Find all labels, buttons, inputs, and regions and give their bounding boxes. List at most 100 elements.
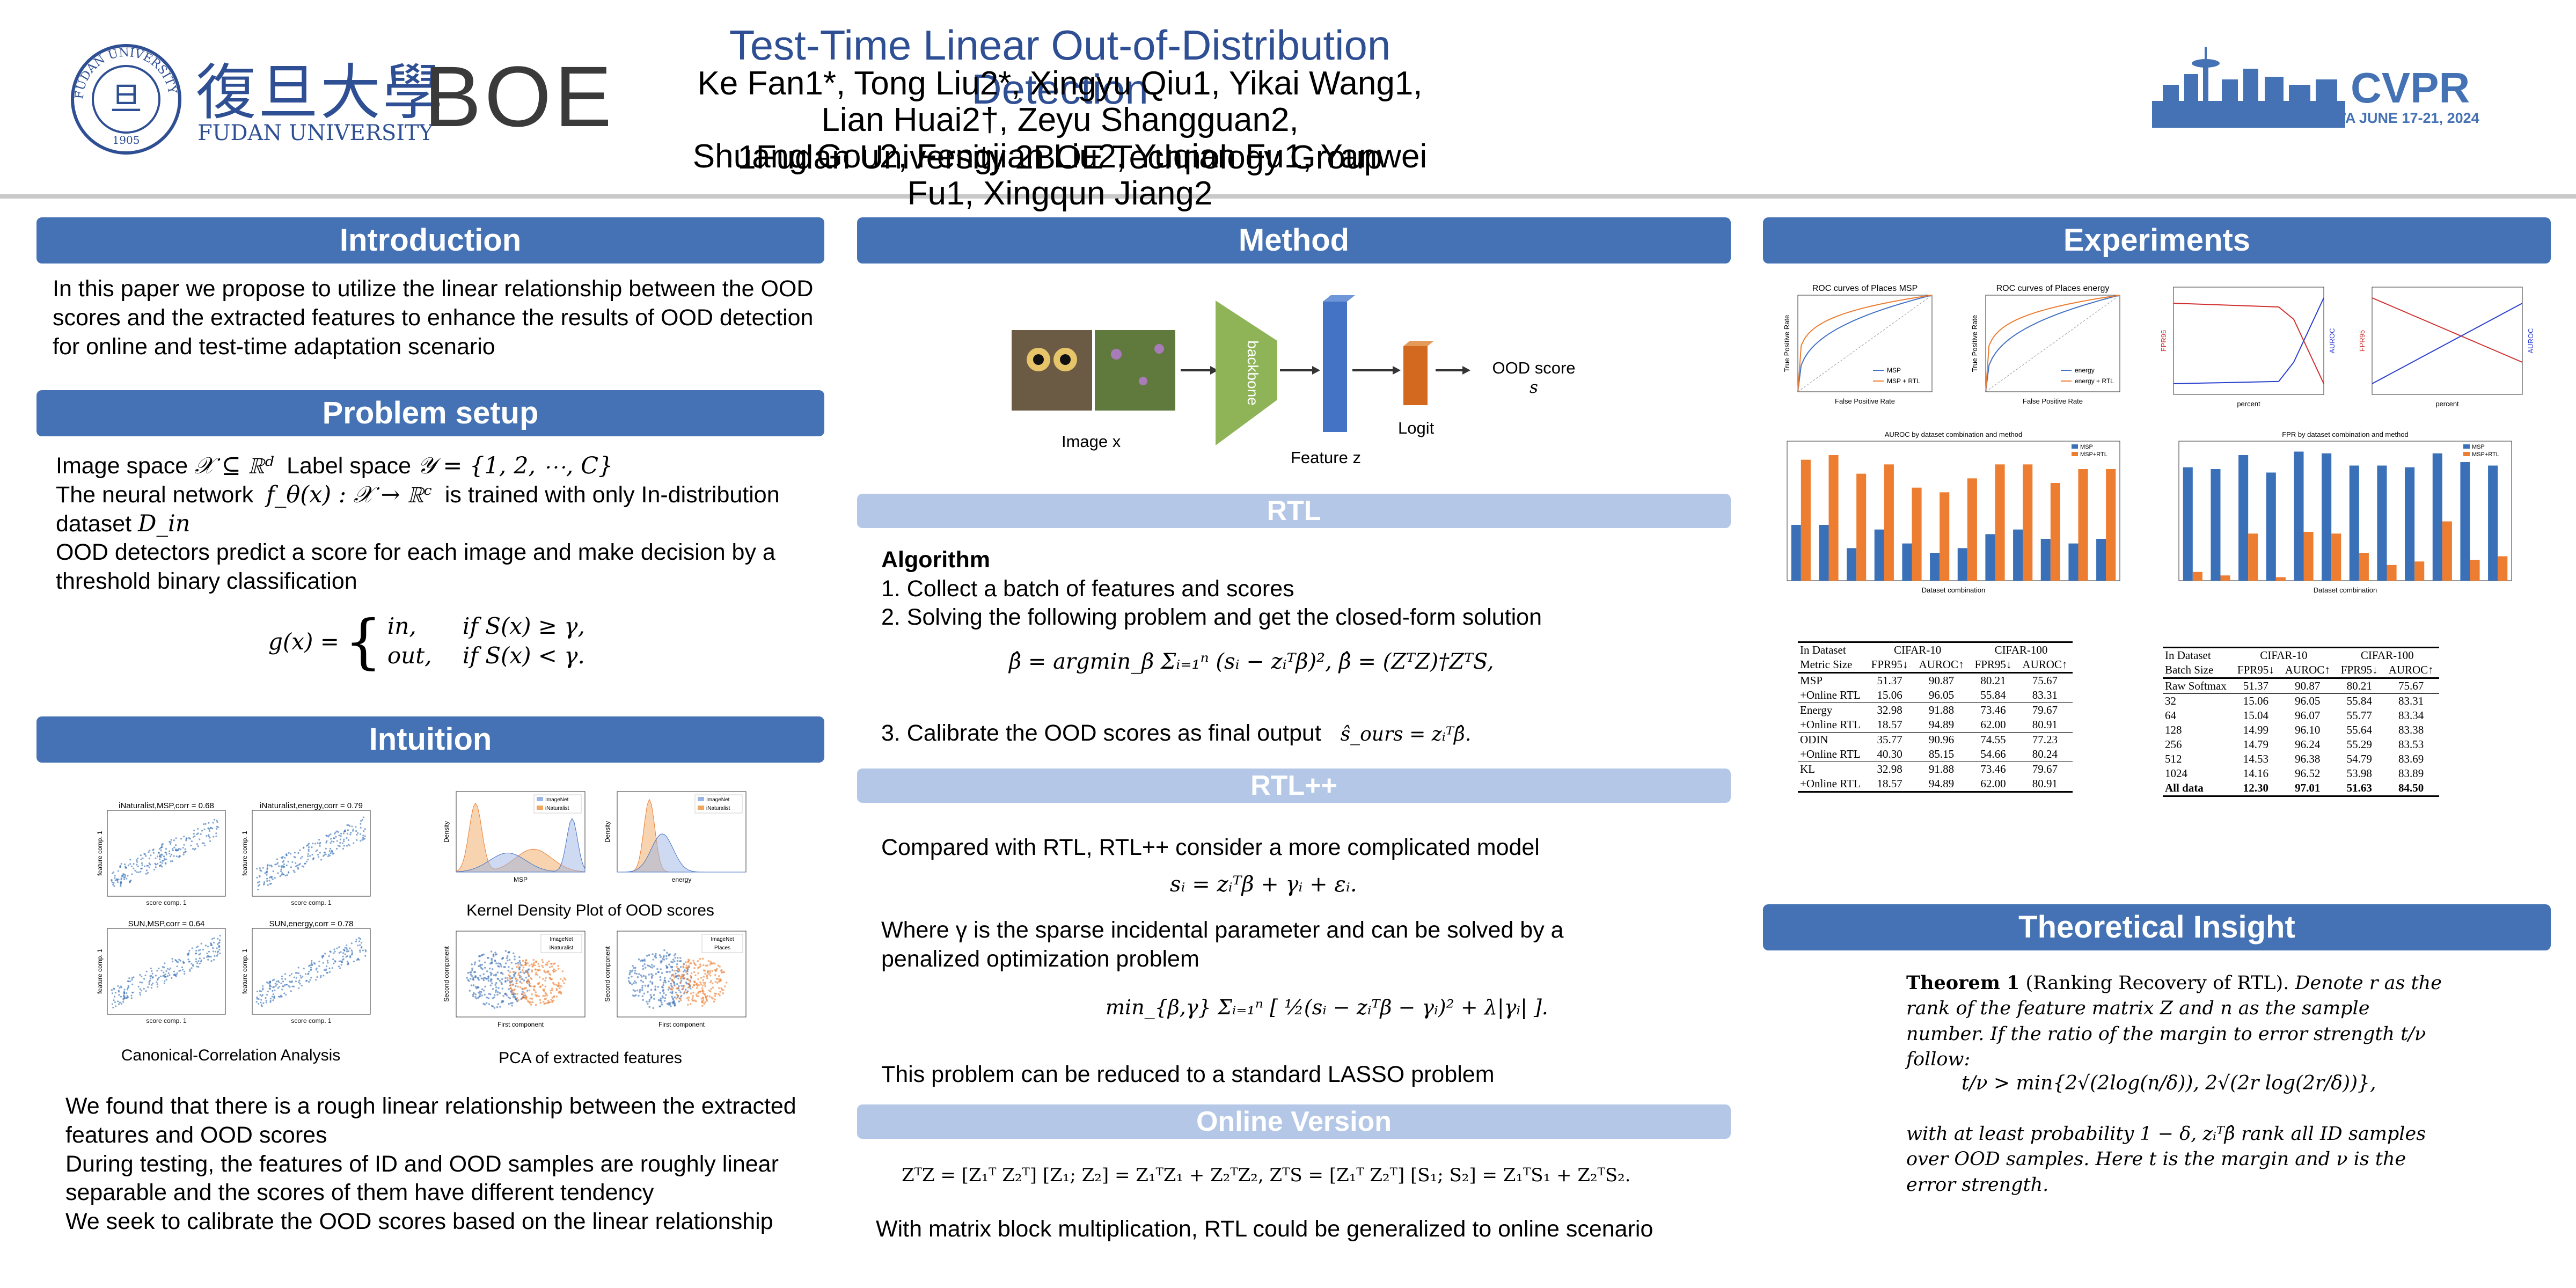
cca-point [120, 881, 122, 883]
pca-ood-point [714, 998, 716, 1001]
cca-point [190, 844, 192, 847]
pca-ood-point [677, 987, 679, 990]
kde-id-curve [617, 833, 746, 873]
pca-id-point [472, 978, 474, 980]
cca-point [307, 853, 309, 855]
cca-point [148, 866, 150, 869]
cca-point [216, 825, 218, 828]
feature-label: Feature z [1291, 448, 1361, 467]
cca-point [164, 976, 166, 978]
table-cell: 90.87 [1928, 674, 1955, 687]
pca-id-point [629, 970, 632, 972]
cca-point [273, 996, 275, 998]
problem-heading: Problem setup [36, 390, 824, 436]
cca-point [284, 973, 287, 975]
table-cell: 83.69 [2398, 752, 2424, 765]
cca-point [360, 823, 362, 825]
pca-id-point [657, 999, 660, 1001]
cca-point [359, 944, 361, 946]
pca-ood-point [563, 982, 565, 984]
cca-point [216, 821, 218, 823]
cca-point [296, 865, 298, 867]
cca-point [123, 878, 126, 881]
pca-ood-point [517, 963, 520, 966]
pca-ood-point [702, 999, 705, 1001]
cca-title: SUN,energy,corr = 0.78 [269, 919, 354, 928]
bar-legend-swatch [2072, 444, 2078, 449]
pca-ood-point [560, 992, 562, 995]
pca-id-point [654, 988, 656, 991]
cca-point [260, 990, 262, 992]
kde-legend-swatch [537, 806, 543, 810]
table-cell: 96.38 [2295, 752, 2321, 765]
pca-id-point [477, 977, 479, 980]
table-row: +Online RTL 18.57 94.89 62.00 80.91 [1798, 777, 2073, 792]
cca-point [152, 976, 154, 978]
cca-point [136, 859, 138, 861]
pca-id-point [471, 969, 473, 971]
table-cell: 62.00 [1980, 718, 2006, 731]
auroc-line [2372, 303, 2523, 384]
table-row: +Online RTL 15.06 96.05 55.84 83.31 [1798, 688, 2073, 703]
cca-point [299, 863, 301, 865]
pca-id-point [499, 1006, 501, 1008]
cca-point [323, 969, 326, 971]
pca-ood-point [674, 984, 676, 987]
ood-detector-text: OOD detectors predict a score for each i… [56, 539, 775, 594]
pca-ood-point [725, 982, 728, 984]
bar-legend-label: MSP+RTL [2080, 451, 2107, 458]
cca-point [120, 877, 122, 880]
cca-point [308, 843, 310, 845]
cca-point [155, 857, 157, 859]
cca-point [274, 989, 276, 992]
pca-id-point [659, 979, 662, 982]
cca-point [335, 836, 337, 838]
pca-id-point [480, 954, 483, 956]
pca-id-point [662, 997, 664, 999]
cca-point [320, 859, 323, 861]
pca-ood-point [517, 974, 520, 976]
cca-point [145, 869, 148, 872]
pca-ood-point [551, 989, 553, 992]
cca-point [256, 876, 258, 879]
pca-ood-point [517, 966, 520, 969]
cca-point [182, 847, 184, 849]
cca-point [114, 877, 116, 879]
cca-point [312, 843, 314, 845]
cca-ylabel: feature comp. 1 [96, 831, 104, 876]
pca-id-point [647, 1002, 649, 1005]
cca-point [287, 871, 290, 873]
pca-id-point [638, 973, 640, 975]
pca-ood-point [693, 971, 696, 974]
cca-point [117, 870, 119, 872]
cca-point [266, 877, 268, 880]
cca-point [343, 830, 346, 832]
cca-point [178, 970, 180, 972]
pca-id-point [672, 1002, 675, 1005]
pca-id-point [674, 956, 677, 959]
cca-point [328, 854, 331, 857]
cca-point [160, 975, 162, 977]
pca-id-point [642, 980, 645, 983]
pca-id-point [474, 961, 477, 964]
backbone-label: backbone [1245, 340, 1261, 405]
pca-ood-point [710, 987, 712, 990]
pca-id-point [486, 970, 488, 972]
table-cell: 55.77 [2346, 709, 2372, 722]
pca-id-point [654, 985, 657, 988]
pca-ood-point [520, 978, 523, 980]
cca-point [169, 969, 171, 971]
pca-id-point [491, 982, 493, 985]
pca-id-point [488, 1003, 491, 1006]
pca-id-point [650, 975, 653, 978]
pca-ood-point [714, 992, 716, 995]
pca-ood-point [697, 960, 699, 962]
cca-point [318, 965, 320, 967]
pca-ood-point [708, 973, 710, 975]
pca-id-point [496, 978, 499, 980]
table-cell: 96.07 [2295, 709, 2321, 722]
cca-point [173, 970, 175, 972]
pca-id-point [649, 994, 652, 996]
roc-legend-label: energy + RTL [2075, 377, 2114, 385]
